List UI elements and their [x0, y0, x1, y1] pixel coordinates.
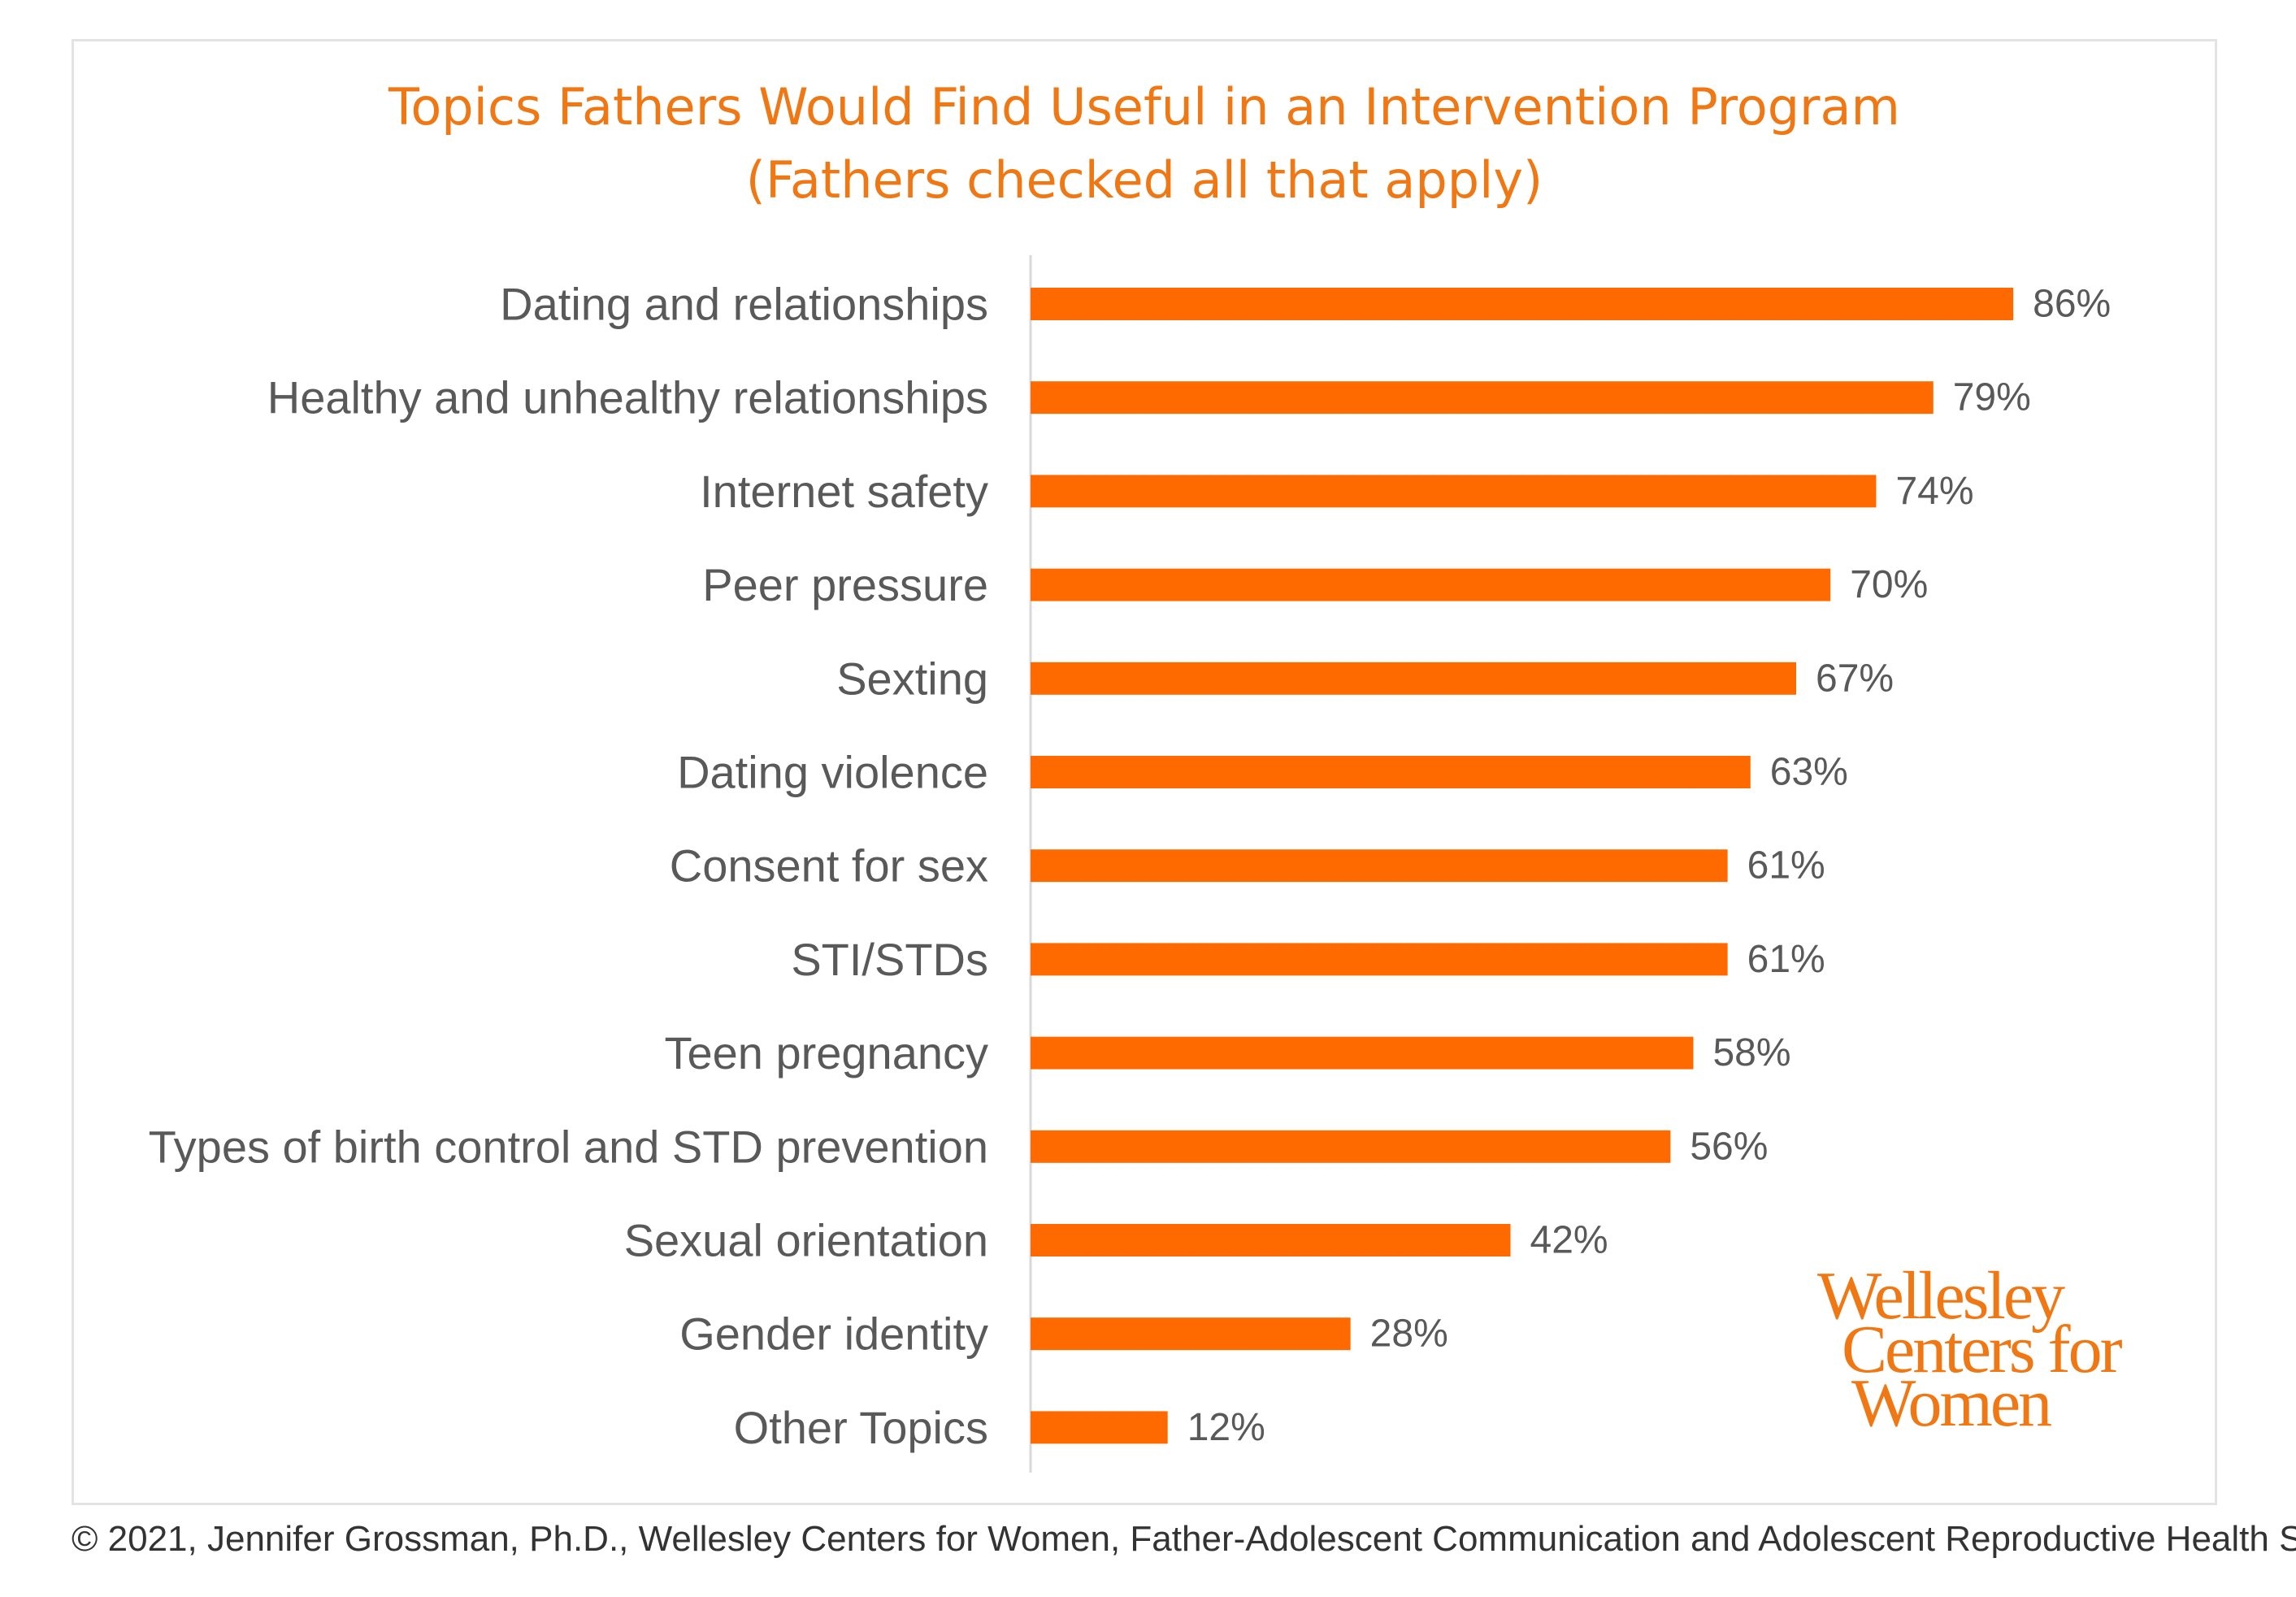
data-label: 79% — [1953, 376, 2031, 419]
category-label: Consent for sex — [670, 840, 988, 892]
chart-title: Topics Fathers Would Find Useful in an I… — [388, 77, 1900, 137]
chart-subtitle: (Fathers checked all that apply) — [745, 150, 1543, 210]
category-label: Dating violence — [677, 747, 988, 798]
category-label: Other Topics — [734, 1402, 988, 1453]
category-label: Dating and relationships — [500, 279, 988, 330]
bar — [1031, 662, 1797, 695]
bar — [1031, 475, 1877, 508]
category-label: Healthy and unhealthy relationships — [267, 372, 988, 423]
category-label: Types of birth control and STD preventio… — [149, 1121, 988, 1172]
copyright-footer: © 2021, Jennifer Grossman, Ph.D., Welles… — [72, 1519, 2296, 1559]
category-label: Teen pregnancy — [664, 1027, 988, 1078]
bar — [1031, 1036, 1694, 1070]
bar — [1031, 849, 1728, 883]
bar — [1031, 1130, 1671, 1163]
logo-line-2: Centers for — [1842, 1312, 2123, 1387]
data-label: 67% — [1816, 657, 1894, 700]
logo-line-3: Women — [1851, 1365, 2052, 1441]
category-label: Gender identity — [679, 1308, 988, 1360]
category-label: Sexual orientation — [624, 1215, 988, 1266]
data-label: 63% — [1770, 751, 1848, 794]
data-label: 61% — [1747, 844, 1825, 887]
bar — [1031, 943, 1728, 976]
data-label: 61% — [1747, 938, 1825, 981]
logo-line-1: Wellesley — [1817, 1258, 2065, 1334]
category-label: Internet safety — [700, 466, 988, 517]
data-label: 58% — [1712, 1031, 1790, 1074]
bar — [1031, 1411, 1168, 1444]
data-label: 86% — [2033, 283, 2111, 326]
bar — [1031, 1224, 1511, 1256]
bar — [1031, 756, 1751, 788]
bar — [1031, 568, 1831, 601]
bar — [1031, 288, 2014, 320]
category-label: Peer pressure — [702, 559, 988, 610]
bar — [1031, 1317, 1351, 1351]
data-label: 12% — [1187, 1406, 1265, 1449]
wellesley-logo: Wellesley Centers for Women — [1817, 1258, 2159, 1441]
category-label: STI/STDs — [791, 934, 988, 985]
data-label: 70% — [1850, 563, 1928, 606]
data-label: 74% — [1895, 470, 1973, 513]
data-label: 56% — [1690, 1125, 1768, 1168]
category-label: Sexting — [836, 653, 988, 704]
bar — [1031, 381, 1934, 414]
data-label: 42% — [1530, 1219, 1608, 1262]
data-label: 28% — [1370, 1313, 1448, 1356]
